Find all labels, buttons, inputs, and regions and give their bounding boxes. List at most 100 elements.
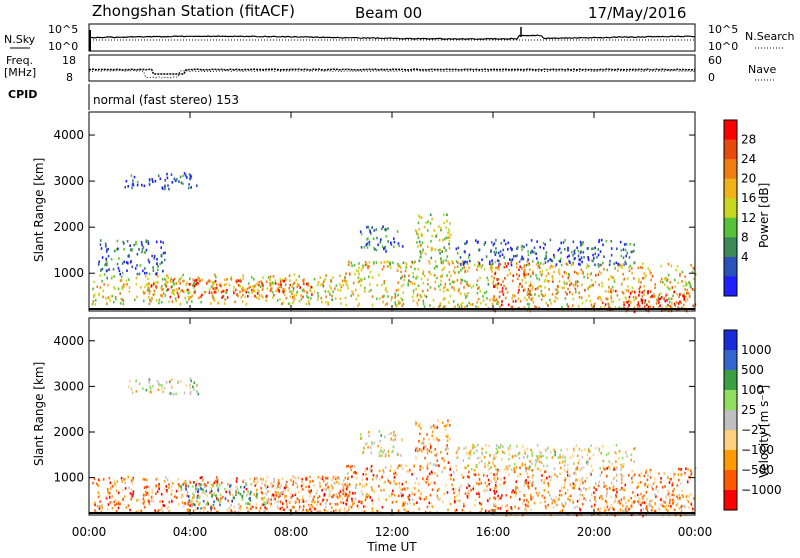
power-cell	[677, 281, 679, 285]
velocity-cell	[383, 470, 385, 474]
power-cell	[134, 298, 136, 302]
velocity-cell	[564, 492, 567, 495]
power-cell	[556, 297, 559, 300]
velocity-cell	[664, 507, 667, 510]
power-cell	[105, 245, 107, 248]
velocity-cell	[117, 491, 120, 495]
velocity-cell	[438, 498, 440, 501]
power-cell	[511, 305, 513, 309]
power-cell	[479, 276, 481, 280]
power-cell	[622, 278, 625, 281]
velocity-cell	[296, 483, 299, 487]
power-cell	[491, 266, 493, 270]
velocity-cell	[614, 498, 617, 501]
velocity-cell	[558, 461, 561, 465]
power-cell	[381, 267, 384, 271]
velocity-cell	[495, 467, 497, 471]
velocity-cell	[614, 451, 616, 454]
velocity-cell	[618, 457, 620, 460]
power-cell	[602, 301, 604, 305]
velocity-cell	[248, 507, 250, 511]
power-cell	[119, 292, 121, 295]
velocity-cell	[274, 490, 277, 494]
power-cell	[368, 228, 371, 232]
velocity-cell	[392, 445, 395, 449]
power-cell	[355, 297, 358, 301]
velocity-cell	[513, 463, 516, 466]
power-cell	[635, 297, 637, 300]
velocity-cell	[437, 419, 439, 422]
velocity-cell	[278, 493, 280, 496]
power-cell	[270, 287, 273, 290]
velocity-cell	[682, 495, 684, 498]
power-cell	[443, 305, 445, 309]
velocity-cell	[490, 508, 492, 512]
power-cell	[610, 296, 613, 300]
power-cell	[574, 287, 577, 291]
power-cell	[429, 213, 432, 217]
power-cell	[429, 304, 431, 307]
power-cell	[142, 290, 145, 294]
velocity-cell	[556, 475, 558, 478]
velocity-cell	[653, 510, 656, 513]
velocity-cell	[189, 392, 192, 396]
velocity-cell	[488, 482, 490, 486]
power-cell	[596, 256, 598, 259]
velocity-cell	[426, 451, 429, 455]
power-cell	[478, 262, 481, 265]
power-cell	[167, 288, 169, 291]
power-cell	[650, 278, 652, 282]
velocity-cell	[637, 485, 639, 488]
power-cell	[683, 292, 685, 296]
power-cell	[685, 284, 687, 287]
power-cell	[518, 260, 521, 264]
power-cell	[296, 290, 298, 294]
velocity-cell	[586, 476, 588, 480]
velocity-cell	[538, 454, 541, 458]
velocity-cell	[397, 494, 400, 498]
velocity-cell	[622, 465, 624, 468]
velocity-cell	[645, 491, 648, 494]
velocity-cell	[287, 487, 290, 491]
power-cell	[490, 266, 492, 270]
velocity-cell	[184, 479, 187, 483]
power-cell	[313, 277, 316, 281]
power-cell	[618, 306, 620, 309]
velocity-cell	[302, 498, 304, 501]
power-cell	[101, 279, 103, 283]
velocity-cell	[515, 492, 517, 495]
power-cell	[242, 286, 244, 290]
power-cell	[357, 276, 360, 280]
velocity-cell	[138, 498, 140, 502]
velocity-cell	[568, 496, 570, 499]
power-cell	[434, 280, 437, 284]
velocity-cell	[616, 473, 618, 476]
velocity-cell	[308, 488, 310, 492]
power-cell	[398, 264, 401, 268]
velocity-cell	[268, 502, 270, 505]
power-cell	[307, 296, 309, 299]
velocity-cell	[507, 467, 510, 470]
velocity-cell	[206, 500, 208, 504]
velocity-cell	[197, 507, 199, 510]
velocity-cell	[236, 477, 238, 480]
velocity-cell	[595, 500, 597, 503]
velocity-cell	[436, 494, 439, 498]
velocity-cell	[464, 446, 467, 450]
velocity-cell	[478, 482, 480, 486]
velocity-cell	[519, 490, 521, 493]
power-cell	[419, 255, 422, 259]
velocity-cell	[419, 468, 421, 471]
power-cell	[397, 264, 400, 268]
velocity-cell	[475, 465, 478, 468]
power-cell	[164, 179, 167, 182]
velocity-cell	[254, 477, 256, 480]
velocity-cell	[330, 484, 333, 488]
power-cell	[397, 288, 400, 291]
velocity-cell	[529, 479, 531, 483]
velocity-cell	[461, 508, 464, 512]
velocity-cell	[678, 468, 681, 471]
velocity-cell	[123, 495, 126, 498]
velocity-cell	[422, 477, 424, 480]
power-cell	[151, 254, 153, 258]
